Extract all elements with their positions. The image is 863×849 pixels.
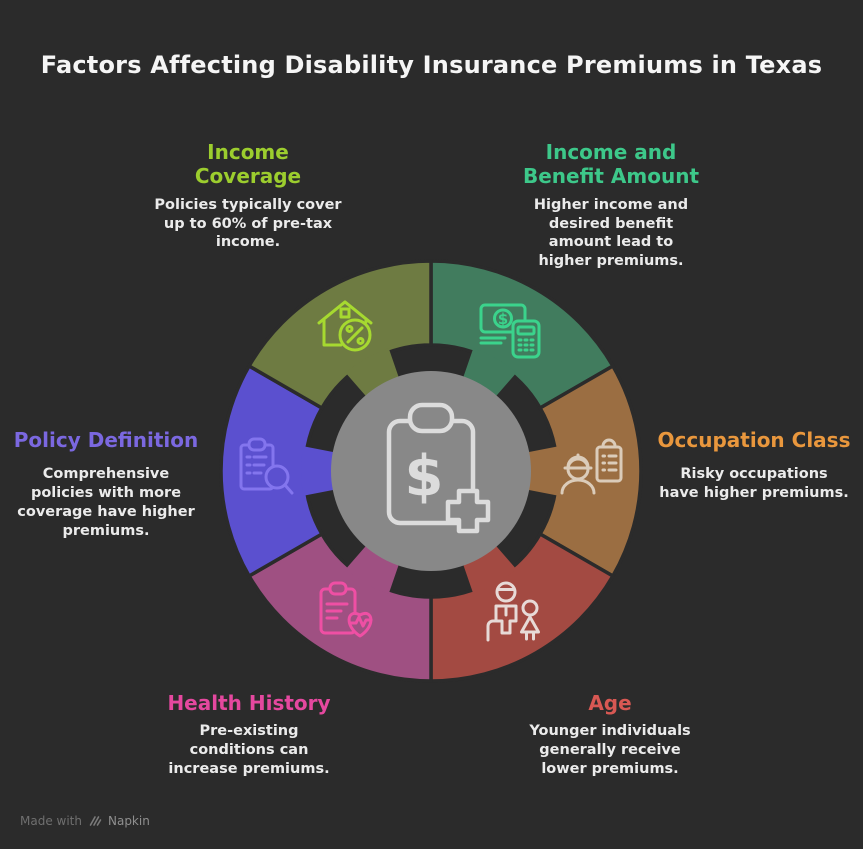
house-percent-icon (317, 300, 373, 352)
made-with-napkin: Made with Napkin (20, 814, 150, 828)
factor-income-coverage: Income Coverage Policies typically cover… (128, 140, 368, 252)
clipboard-magnifier-icon (239, 437, 294, 495)
factor-age: Age Younger individuals generally receiv… (490, 691, 730, 779)
svg-text:$: $ (405, 444, 444, 509)
factor-description: Higher income and desired benefit amount… (533, 196, 689, 270)
page-title: Factors Affecting Disability Insurance P… (40, 51, 823, 79)
factor-policy-definition: Policy Definition Comprehensive policies… (0, 428, 212, 541)
donut-segments: $ (219, 259, 643, 683)
factor-occupation-class: Occupation Class Risky occupations have … (646, 428, 862, 503)
family-icon (486, 581, 540, 642)
worker-clipboard-icon (560, 438, 623, 495)
clipboard-dollar-medical-icon: $ (386, 402, 491, 534)
factor-heading: Policy Definition (13, 428, 199, 452)
factor-heading: Age (588, 691, 632, 715)
factor-description: Comprehensive policies with more coverag… (17, 466, 195, 539)
factor-heading: Income and Benefit Amount (522, 140, 700, 189)
segment-tab-policy-definition (301, 446, 339, 496)
clipboard-heart-icon (319, 581, 373, 638)
factor-heading: Occupation Class (657, 428, 851, 452)
factor-description: Younger individuals generally receive lo… (529, 723, 691, 778)
factor-description: Pre-existing conditions can increase pre… (168, 723, 330, 778)
svg-text:$: $ (498, 310, 508, 328)
donut-diagram: $ (219, 259, 643, 683)
napkin-brand-label: Napkin (107, 814, 150, 828)
factor-description: Risky occupations have higher premiums. (659, 466, 849, 502)
factor-health-history: Health History Pre-existing conditions c… (129, 691, 369, 779)
made-with-label: Made with (20, 814, 82, 828)
segment-tab-occupation-class (523, 446, 561, 496)
factor-heading: Income Coverage (194, 140, 302, 189)
money-calculator-icon: $ (479, 303, 541, 359)
factor-description: Policies typically cover up to 60% of pr… (154, 196, 342, 251)
factor-heading: Health History (167, 691, 331, 715)
factor-income-and-benefit-amount: Income and Benefit Amount Higher income … (496, 140, 726, 271)
napkin-logo-icon (89, 816, 102, 826)
donut-center: $ (331, 371, 531, 571)
